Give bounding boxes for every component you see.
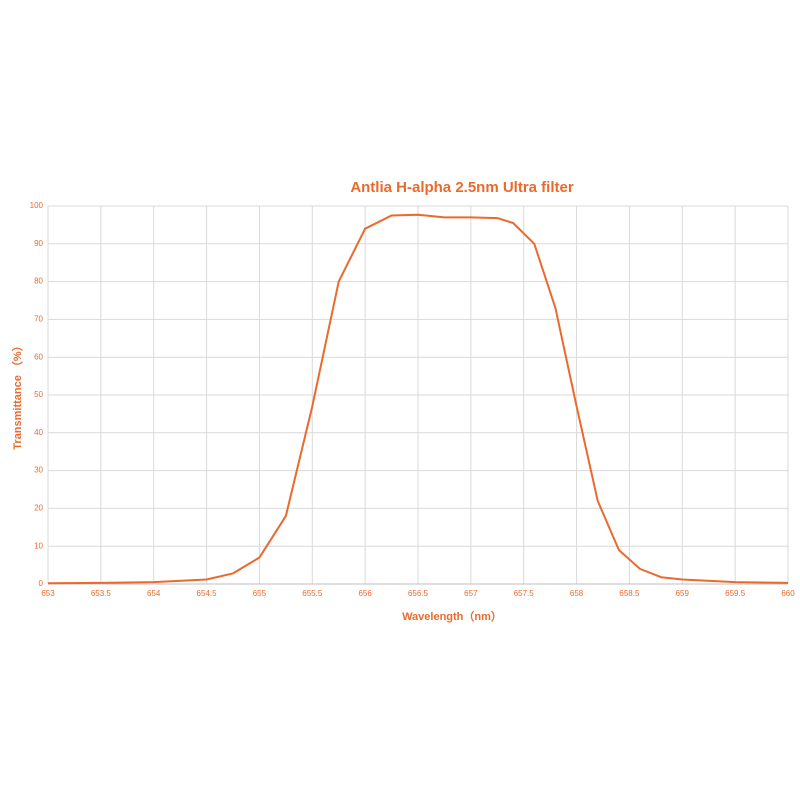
y-tick-label: 40: [34, 428, 43, 437]
y-tick-label: 100: [30, 201, 44, 210]
y-tick-label: 90: [34, 239, 43, 248]
x-tick-label: 653: [41, 589, 55, 598]
x-tick-label: 659: [676, 589, 690, 598]
x-tick-label: 656: [358, 589, 372, 598]
x-tick-label: 657.5: [514, 589, 535, 598]
y-tick-label: 80: [34, 277, 43, 286]
x-tick-label: 658.5: [619, 589, 640, 598]
data-line: [47, 213, 789, 585]
y-tick-label: 10: [34, 541, 43, 550]
x-tick-label: 657: [464, 589, 478, 598]
chart-title: Antlia H-alpha 2.5nm Ultra filter: [350, 179, 574, 196]
x-tick-label: 659.5: [725, 589, 746, 598]
y-tick-label: 0: [39, 579, 44, 588]
y-tick-label: 50: [34, 390, 43, 399]
y-tick-label: 20: [34, 504, 43, 513]
y-tick-label: 30: [34, 466, 43, 475]
y-axis-label: Transmittance （%）: [11, 340, 24, 449]
x-axis-label: Wavelength（nm）: [402, 610, 502, 623]
x-tick-label: 660: [781, 589, 795, 598]
y-tick-label: 60: [34, 352, 43, 361]
x-tick-label: 656.5: [408, 589, 429, 598]
y-tick-label: 70: [34, 315, 43, 324]
x-tick-label: 658: [570, 589, 584, 598]
x-tick-label: 655.5: [302, 589, 323, 598]
x-tick-label: 654: [147, 589, 161, 598]
x-tick-label: 653.5: [91, 589, 112, 598]
x-tick-label: 655: [253, 589, 267, 598]
x-tick-label: 654.5: [197, 589, 218, 598]
